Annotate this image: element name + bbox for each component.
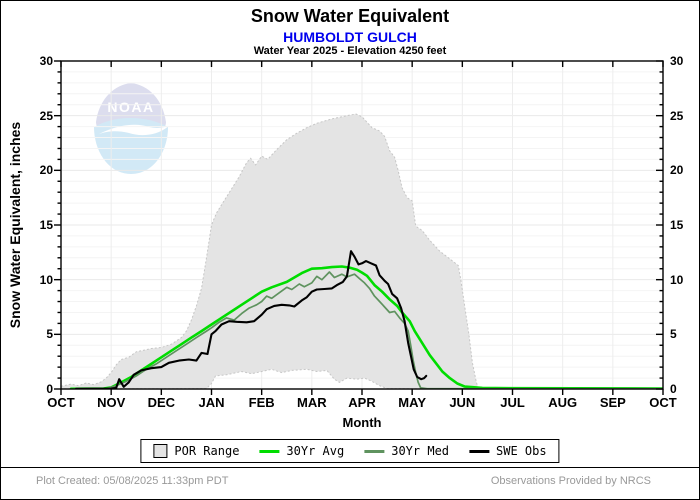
y-axis-label: Snow Water Equivalent, inches xyxy=(7,121,23,329)
legend-item-30yr-med: 30Yr Med xyxy=(364,444,449,458)
y-tick-label-left: 15 xyxy=(39,218,53,232)
noaa-logo-watermark: NOAA xyxy=(94,83,171,174)
x-tick-label: OCT xyxy=(649,395,677,410)
legend-item-swe-obs: SWE Obs xyxy=(469,444,547,458)
30yr-med-line xyxy=(105,271,663,389)
y-tick-label-right: 30 xyxy=(670,54,684,68)
x-tick-label: MAR xyxy=(297,395,327,410)
legend-label: SWE Obs xyxy=(496,444,547,458)
x-tick-label: JUN xyxy=(449,395,476,410)
x-tick-label: AUG xyxy=(548,395,578,410)
legend-label: 30Yr Med xyxy=(391,444,450,458)
legend-item-30yr-avg: 30Yr Avg xyxy=(259,444,344,458)
legend-item-por-range: POR Range xyxy=(153,444,239,458)
y-tick-label-right: 15 xyxy=(670,218,684,232)
x-tick-label: MAY xyxy=(398,395,426,410)
x-axis-label: Month xyxy=(342,415,382,430)
legend-label: POR Range xyxy=(174,444,240,458)
y-tick-label-right: 5 xyxy=(670,327,677,342)
x-tick-label: SEP xyxy=(599,395,626,410)
y-tick-label-left: 10 xyxy=(39,272,53,287)
legend-swatch xyxy=(469,449,490,453)
y-tick-label-right: 0 xyxy=(670,382,677,396)
y-tick-label-left: 0 xyxy=(46,382,53,396)
plot-subtitle: Water Year 2025 - Elevation 4250 feet xyxy=(253,45,447,57)
legend-swatch xyxy=(259,449,280,453)
x-tick-label: JUL xyxy=(500,395,525,410)
y-tick-label-left: 5 xyxy=(46,327,53,342)
y-tick-label-left: 30 xyxy=(39,54,53,68)
page-title: Snow Water Equivalent xyxy=(250,6,450,26)
y-tick-label-right: 10 xyxy=(670,272,684,287)
x-tick-label: JAN xyxy=(198,395,225,410)
swe-obs-line xyxy=(74,250,428,389)
legend: POR Range 30Yr Avg 30Yr Med SWE Obs xyxy=(140,439,560,463)
x-tick-label: NOV xyxy=(97,395,126,410)
y-tick-label-right: 20 xyxy=(670,163,684,178)
plot-created-timestamp: Plot Created: 05/08/2025 11:33pm PDT xyxy=(36,475,229,487)
footer: Plot Created: 05/08/2025 11:33pm PDT Obs… xyxy=(1,467,699,499)
legend-label: 30Yr Avg xyxy=(286,444,345,458)
legend-swatch xyxy=(153,444,168,458)
y-tick-label-right: 25 xyxy=(670,108,684,123)
y-tick-label-left: 20 xyxy=(39,163,53,178)
30yr-avg-line xyxy=(69,265,663,389)
x-tick-label: DEC xyxy=(147,395,176,410)
svg-text:NOAA: NOAA xyxy=(107,99,154,115)
x-tick-label: FEB xyxy=(248,395,275,410)
y-tick-label-left: 25 xyxy=(39,108,53,123)
station-name: HUMBOLDT GULCH xyxy=(283,29,417,45)
x-tick-label: OCT xyxy=(47,395,75,410)
observations-source: Observations Provided by NRCS xyxy=(490,475,651,487)
legend-swatch xyxy=(364,449,385,453)
x-tick-label: APR xyxy=(348,395,376,410)
por-range-band xyxy=(61,113,479,389)
